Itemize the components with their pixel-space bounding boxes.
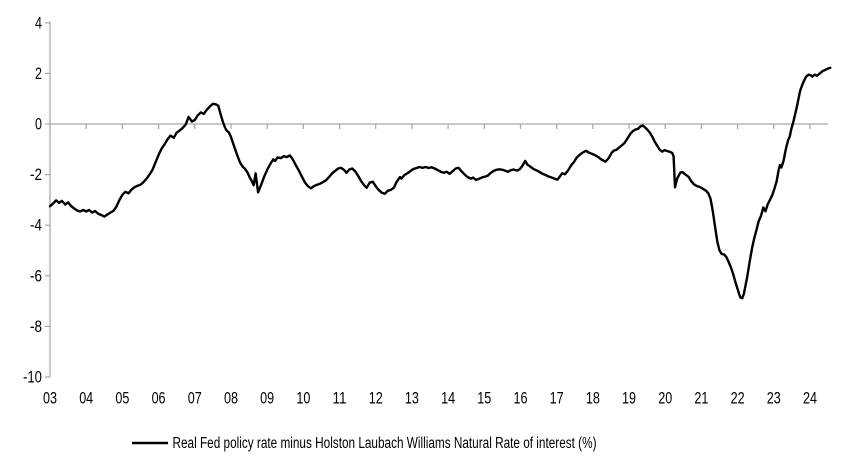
x-tick-label: 22 [731, 390, 745, 408]
x-tick-label: 05 [115, 390, 129, 408]
x-tick-label: 20 [658, 390, 672, 408]
x-tick-label: 12 [369, 390, 383, 408]
x-tick-label: 24 [803, 390, 817, 408]
data-line [48, 66, 832, 300]
y-tick-label: 2 [35, 65, 42, 83]
y-tick-label: 4 [35, 14, 42, 32]
x-tick-label: 06 [152, 390, 166, 408]
series-layer [48, 66, 832, 300]
x-tick-label: 04 [79, 390, 93, 408]
x-tick-label: 21 [694, 390, 708, 408]
x-tick-label: 11 [333, 390, 347, 408]
y-tick-label: -2 [30, 166, 42, 184]
legend-label: Real Fed policy rate minus Holston Lauba… [173, 435, 597, 452]
x-tick-label: 15 [477, 390, 491, 408]
x-tick-label: 23 [767, 390, 781, 408]
legend: Real Fed policy rate minus Holston Lauba… [132, 435, 597, 452]
y-tick-label: 0 [35, 116, 42, 134]
x-tick-label: 07 [188, 390, 202, 408]
x-tick-label: 18 [586, 390, 600, 408]
x-tick-label: 16 [513, 390, 527, 408]
x-tick-label: 10 [296, 390, 310, 408]
x-tick-label: 13 [405, 390, 419, 408]
x-tick-label: 08 [224, 390, 238, 408]
axes-layer: 03 04 05 06 07 08 09 10 11 12 13 14 15 16 17 18 19 20 21 22… [23, 14, 828, 408]
y-tick-label: -6 [30, 267, 42, 285]
x-tick-label: 19 [622, 390, 636, 408]
y-tick-label: -4 [30, 217, 42, 235]
x-tick-label: 09 [260, 390, 274, 408]
y-tick-label: -8 [30, 318, 42, 336]
x-tick-label: 03 [43, 390, 57, 408]
x-tick-label: 14 [441, 390, 455, 408]
y-tick-label: -10 [23, 369, 42, 387]
x-tick-label: 17 [550, 390, 564, 408]
